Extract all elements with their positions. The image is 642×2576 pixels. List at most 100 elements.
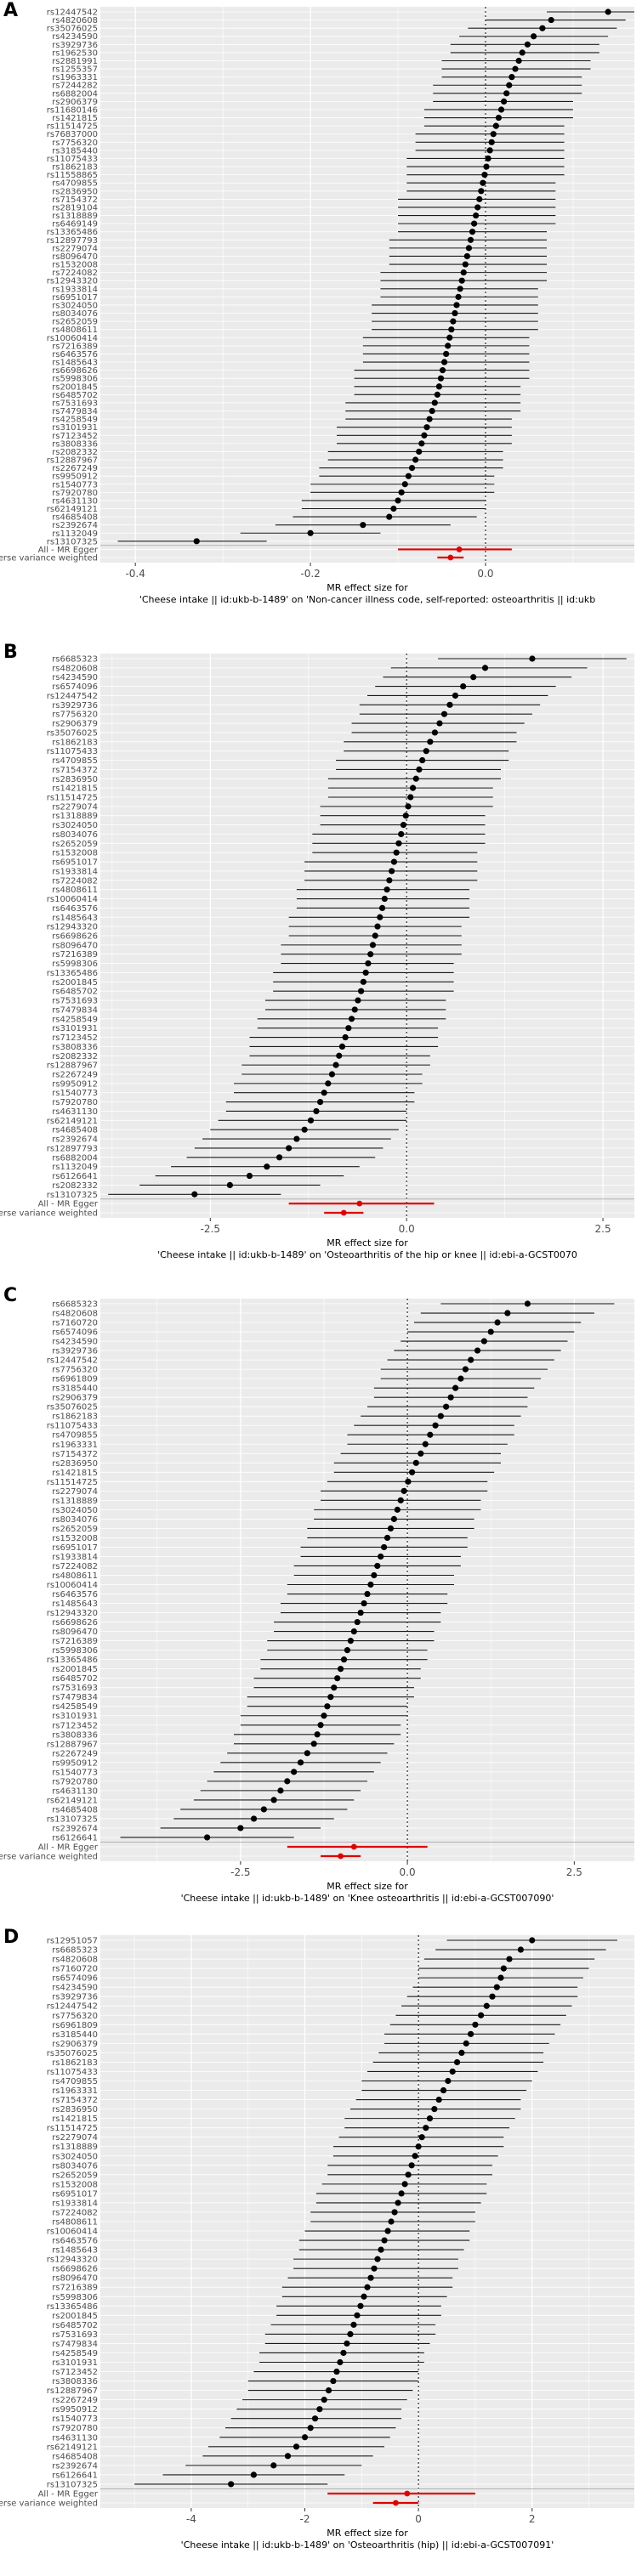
snp-label: rs4808611 <box>52 2218 98 2228</box>
snp-point <box>321 1713 327 1719</box>
x-tick-label: -2.5 <box>201 1223 220 1235</box>
snp-label: rs10060414 <box>47 2228 98 2237</box>
snp-point <box>480 179 486 186</box>
snp-point <box>395 840 402 846</box>
snp-label: rs3929736 <box>52 1347 98 1356</box>
snp-label: rs4808611 <box>52 1571 98 1581</box>
snp-label: rs8034076 <box>52 1515 98 1525</box>
snp-label: rs1933814 <box>52 2199 98 2208</box>
snp-point <box>407 794 414 801</box>
snp-label: rs7154372 <box>52 1450 98 1459</box>
snp-point <box>415 2143 422 2150</box>
snp-point <box>324 1703 331 1710</box>
snp-point <box>378 1553 384 1560</box>
snp-point <box>383 886 390 893</box>
snp-label: rs6698626 <box>52 2265 98 2274</box>
x-tick-label: 0 <box>415 2513 422 2525</box>
snp-point <box>494 1319 501 1326</box>
snp-label: rs1933814 <box>52 867 98 876</box>
snp-point <box>344 1647 351 1654</box>
snp-point <box>316 1099 324 1106</box>
snp-label: rs7756320 <box>52 1366 98 1375</box>
snp-point <box>374 2256 381 2262</box>
snp-point <box>389 868 395 875</box>
snp-label: rs6951017 <box>52 858 98 868</box>
forest-panel-d: D rs12951057 rs6685323 rs4820608 rs7160720 r… <box>0 1927 642 2576</box>
snp-label: rs13365486 <box>47 1656 98 1665</box>
snp-label: rs11075433 <box>47 1422 98 1431</box>
snp-label: rs1318889 <box>52 212 98 221</box>
snp-point <box>334 1675 341 1682</box>
snp-point <box>490 131 497 138</box>
snp-label: rs6698626 <box>52 366 98 376</box>
snp-label: rs3024050 <box>52 1506 98 1515</box>
snp-point <box>497 106 505 113</box>
snp-point <box>506 82 513 88</box>
snp-label: rs1540773 <box>52 2415 98 2424</box>
snp-point <box>408 464 416 472</box>
mr-label: All - Inverse variance weighted <box>0 1209 98 1219</box>
snp-label: rs4709855 <box>52 756 98 766</box>
snp-point <box>446 334 453 341</box>
snp-label: rs12897793 <box>47 1144 98 1153</box>
snp-point <box>193 538 200 545</box>
snp-label: rs3101931 <box>52 1712 98 1721</box>
snp-label: rs62149121 <box>47 1796 98 1805</box>
snp-label: rs1421815 <box>52 784 98 794</box>
snp-label: rs7160720 <box>52 1319 98 1328</box>
snp-label: rs62149121 <box>47 1117 98 1126</box>
snp-point <box>358 988 365 994</box>
x-tick-label: 0.0 <box>399 1223 415 1235</box>
snp-label: rs9950912 <box>52 2405 98 2415</box>
mr-point <box>338 1853 344 1860</box>
snp-label: rs2267249 <box>52 1749 98 1758</box>
x-tick-label: 0.0 <box>477 568 493 580</box>
snp-point <box>371 2265 378 2272</box>
snp-point <box>284 1778 291 1785</box>
snp-point <box>519 49 526 56</box>
snp-label: rs1255357 <box>52 65 98 75</box>
snp-point <box>264 1163 270 1170</box>
snp-point <box>338 1666 344 1673</box>
snp-label: rs7479834 <box>52 407 98 416</box>
snp-point <box>427 739 434 745</box>
snp-point <box>422 1441 429 1447</box>
snp-label: rs6698626 <box>52 1618 98 1628</box>
mr-label: All - MR Egger <box>38 1843 99 1852</box>
snp-label: rs7123452 <box>52 1721 98 1730</box>
snp-label: rs1421815 <box>52 114 98 123</box>
snp-point <box>457 1375 464 1382</box>
snp-point <box>421 432 428 439</box>
snp-point <box>427 1431 434 1438</box>
snp-label: rs2652059 <box>52 840 98 849</box>
snp-label: rs6126641 <box>52 1833 98 1843</box>
snp-label: rs6126641 <box>52 2471 98 2480</box>
snp-point <box>453 2058 461 2066</box>
snp-point <box>377 914 383 920</box>
snp-label: rs6463576 <box>52 2237 98 2246</box>
snp-label: rs12447542 <box>47 1356 98 1366</box>
snp-point <box>440 711 448 717</box>
snp-label: rs2836950 <box>52 775 98 784</box>
snp-label: rs6951017 <box>52 2189 98 2199</box>
snp-point <box>342 1033 349 1041</box>
snp-label: rs62149121 <box>47 2443 98 2452</box>
snp-label: rs12943320 <box>47 277 98 286</box>
snp-label: rs2082332 <box>52 448 98 457</box>
snp-point <box>468 1356 474 1363</box>
snp-label: rs1318889 <box>52 812 98 821</box>
snp-point <box>429 407 435 415</box>
snp-label: rs13107325 <box>47 2480 98 2489</box>
snp-label: rs1862183 <box>52 163 98 173</box>
snp-point <box>450 318 457 325</box>
mr-point <box>340 1209 347 1216</box>
snp-label: rs1963331 <box>52 2086 98 2096</box>
snp-label: rs2267249 <box>52 2396 98 2405</box>
snp-point <box>440 2086 447 2094</box>
snp-label: rs2001845 <box>52 2312 98 2321</box>
snp-point <box>503 90 510 97</box>
snp-label: rs12887967 <box>47 1062 98 1071</box>
snp-label: rs6685323 <box>52 1300 98 1310</box>
snp-label: rs2082332 <box>52 1052 98 1062</box>
snp-point <box>515 57 522 65</box>
